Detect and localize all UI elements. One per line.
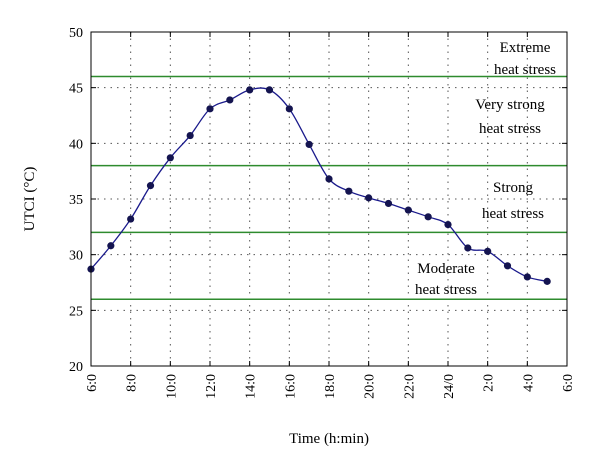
x-tick-label: 24/0 [442,374,457,399]
data-point [345,187,353,195]
x-tick-label: 18:0 [323,374,338,399]
x-tick-label: 16:0 [283,374,298,399]
zone-label-line: Very strong [475,97,545,113]
zone-label-line: heat stress [479,121,541,137]
zone-label-line: Moderate [417,261,475,277]
zone-labels: Extreme heat stress Very strong heat stress… [415,40,556,298]
zone-label-line: Extreme [500,40,551,56]
x-tick-label: 6:0 [561,374,576,392]
series-line [90,87,548,283]
series-utci [87,86,551,285]
zone-label-line: heat stress [494,62,556,78]
x-axis-title: Time (h:min) [289,431,369,447]
zone-label-line: heat stress [482,206,544,222]
y-tick-label: 45 [69,82,83,97]
data-point [166,154,174,162]
data-point [543,277,551,285]
zone-label-line: Strong [493,180,534,196]
data-point [186,131,194,140]
data-point [424,213,432,221]
threshold-lines [91,75,567,300]
data-point [484,247,492,255]
data-point [226,96,234,104]
data-point [365,194,373,202]
data-point [305,140,313,149]
y-axis-title: UTCI (°C) [22,167,38,232]
x-tick-label: 10:0 [164,374,179,399]
x-tick-label: 8:0 [125,374,140,392]
data-point [246,86,254,94]
plot-frame [90,31,568,367]
data-point [265,86,274,94]
y-tick-label: 35 [69,193,83,208]
data-point [404,206,412,214]
x-tick-label: 6:0 [85,374,100,392]
y-axis-ticks: 20 25 30 35 40 45 50 [69,26,567,375]
x-tick-label: 22:0 [402,374,417,399]
x-tick-label: 4:0 [521,374,536,392]
data-point [285,105,293,113]
data-point [107,242,115,250]
zone-label-line: heat stress [415,282,477,298]
x-tick-label: 2:0 [482,374,497,392]
y-tick-label: 30 [69,249,83,264]
data-point [127,215,135,223]
x-tick-label: 20:0 [363,374,378,399]
data-point [523,273,531,281]
y-tick-label: 25 [69,304,83,319]
data-point [384,199,393,208]
y-tick-label: 50 [69,26,83,41]
x-tick-label: 14:0 [244,374,259,399]
y-tick-label: 20 [69,360,83,375]
data-point [503,262,512,270]
data-point [464,244,472,252]
grid [91,32,567,366]
data-point [146,182,155,190]
x-tick-label: 12:0 [204,374,219,399]
data-point [325,175,333,183]
x-axis-ticks: 6:0 8:0 10:0 12:0 14:0 16:0 18:0 20:0 22:0 24/0 2:… [85,32,576,399]
data-point [206,105,214,113]
y-tick-label: 40 [69,137,83,152]
data-point [444,221,452,229]
